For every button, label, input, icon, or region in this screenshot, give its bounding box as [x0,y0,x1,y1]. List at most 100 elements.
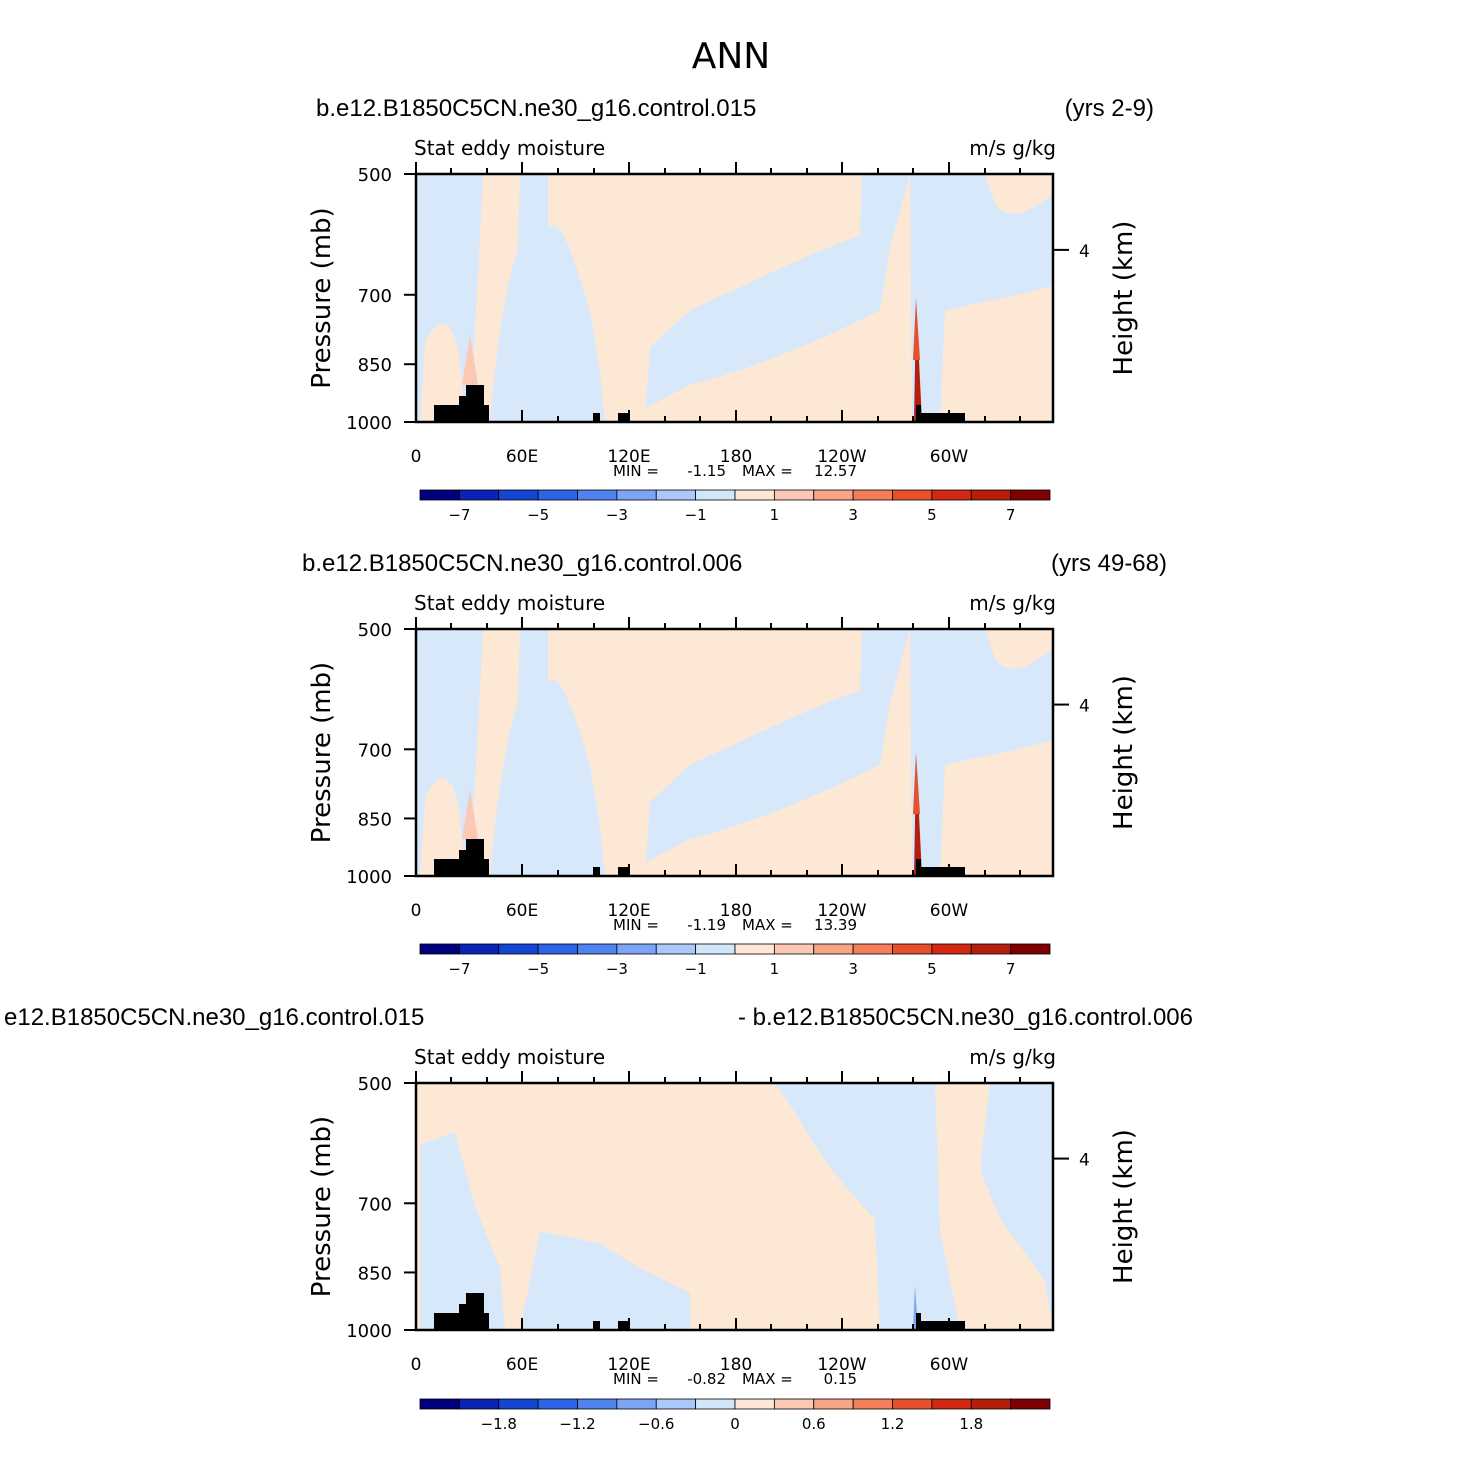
colorbar-label: −0.6 [638,1415,674,1433]
x-tick-label: 60W [930,901,969,921]
y-right-tick-label: 4 [1079,697,1090,717]
colorbar-swatch [419,489,460,501]
colorbar-label: −1 [685,960,707,978]
colorbar-swatch [931,489,972,501]
topography-mask [618,867,629,876]
y-tick-label: 850 [358,1263,392,1284]
colorbar-swatch [734,489,775,501]
y-right-axis-label: Height (km) [1109,221,1139,376]
y-right-axis-label: Height (km) [1109,1129,1139,1284]
colorbar-label: 7 [1006,506,1016,524]
colorbar-swatch [537,1398,578,1410]
colorbar-label: 0 [730,1415,740,1433]
colorbar-label: −7 [448,506,470,524]
topography-mask [484,1313,489,1330]
years-label: (yrs 2-9) [1065,95,1154,122]
colorbar-swatch [419,943,460,955]
field-region-negative [520,1231,690,1330]
y-tick-label: 700 [358,1194,392,1215]
field-region-positive [985,174,1053,214]
years-label: - b.e12.B1850C5CN.ne30_g16.control.006 [738,1004,1193,1031]
topography-mask [466,385,484,422]
colorbar-swatch [655,1398,697,1410]
topography-mask [916,405,921,422]
field-region-negative [420,1132,505,1330]
topography-mask [593,413,600,422]
x-tick-label: 120W [817,447,866,467]
field-region-positive [620,629,912,876]
right-string: m/s g/kg [969,136,1056,160]
colorbar-label: −3 [606,960,628,978]
colorbar: −7 −5 −3 −1 1 3 5 7 [419,943,1051,978]
colorbar-swatch [892,943,933,955]
y-tick-label: 500 [358,620,392,641]
colorbar-label: −1.2 [559,1415,595,1433]
field-region-positive [420,324,465,422]
x-tick-label: 60W [930,1355,969,1375]
x-tick-label: 120E [607,447,650,467]
colorbar-label: 1.2 [881,1415,905,1433]
colorbar-swatch [577,489,618,501]
panel-3: e12.B1850C5CN.ne30_g16.control.015 - b.e1… [4,1004,1193,1433]
colorbar-swatch [577,1398,618,1410]
field-peak-positive [913,298,920,360]
topography-mask [459,850,467,876]
min-label: MIN = [613,462,659,480]
topography-mask [484,405,489,422]
colorbar-label: −5 [527,506,549,524]
right-string: m/s g/kg [969,591,1056,615]
min-value: -0.82 [687,1370,726,1388]
topography-mask [920,1321,965,1330]
y-tick-label: 1000 [346,1321,392,1342]
field-region-strong-positive [462,789,478,839]
field-region-positive [470,629,520,876]
colorbar-label: −1 [685,506,707,524]
colorbar-swatch [458,489,500,501]
colorbar-swatch [616,943,657,955]
field-region-positive [620,174,912,422]
colorbar-swatch [537,943,578,955]
colorbar-swatch [892,489,933,501]
colorbar-swatch [458,943,500,955]
max-label: MAX = [742,1370,793,1388]
x-tick-label: 120W [817,901,866,921]
colorbar-swatch [616,1398,657,1410]
colorbar-swatch [458,1398,500,1410]
case-label: b.e12.B1850C5CN.ne30_g16.control.015 [316,95,756,122]
max-value: 13.39 [814,916,857,934]
colorbar: −1.8 −1.2 −0.6 0 0.6 1.2 1.8 [419,1398,1051,1433]
colorbar-label: −1.8 [481,1415,517,1433]
colorbar-swatch [892,1398,933,1410]
colorbar-swatch [813,489,854,501]
topography-mask [437,410,462,422]
y-tick-label: 1000 [346,413,392,434]
colorbar-swatch [655,943,697,955]
x-tick-label: 0 [411,447,422,467]
y-tick-label: 850 [358,355,392,376]
figure-title: ANN [692,36,771,77]
colorbar-swatch [1010,1398,1051,1410]
min-value: -1.15 [687,462,726,480]
field-region-strong-positive [462,335,478,385]
colorbar-swatch [970,1398,1012,1410]
topography-mask [618,1321,629,1330]
y-tick-label: 500 [358,1074,392,1095]
topography-mask [920,413,965,422]
x-tick-label: 60W [930,447,969,467]
colorbar-swatch [773,489,815,501]
plot-frame [414,1081,1055,1332]
left-string: Stat eddy moisture [414,136,605,160]
left-string: Stat eddy moisture [414,591,605,615]
field-region-positive [483,629,862,876]
plot-frame [414,172,1055,424]
topography-mask [437,864,462,876]
plot-frame [414,627,1055,878]
colorbar-swatch [498,489,539,501]
topography-mask [459,396,467,422]
y-axis-label: Pressure (mb) [307,1116,337,1297]
colorbar-label: −3 [606,506,628,524]
x-tick-label: 60E [506,447,538,467]
max-value: 12.57 [814,462,857,480]
colorbar-swatch [695,943,736,955]
